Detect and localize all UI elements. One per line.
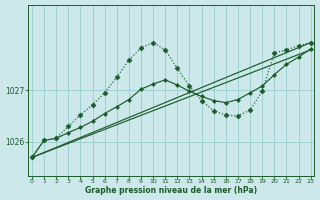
- X-axis label: Graphe pression niveau de la mer (hPa): Graphe pression niveau de la mer (hPa): [85, 186, 257, 195]
